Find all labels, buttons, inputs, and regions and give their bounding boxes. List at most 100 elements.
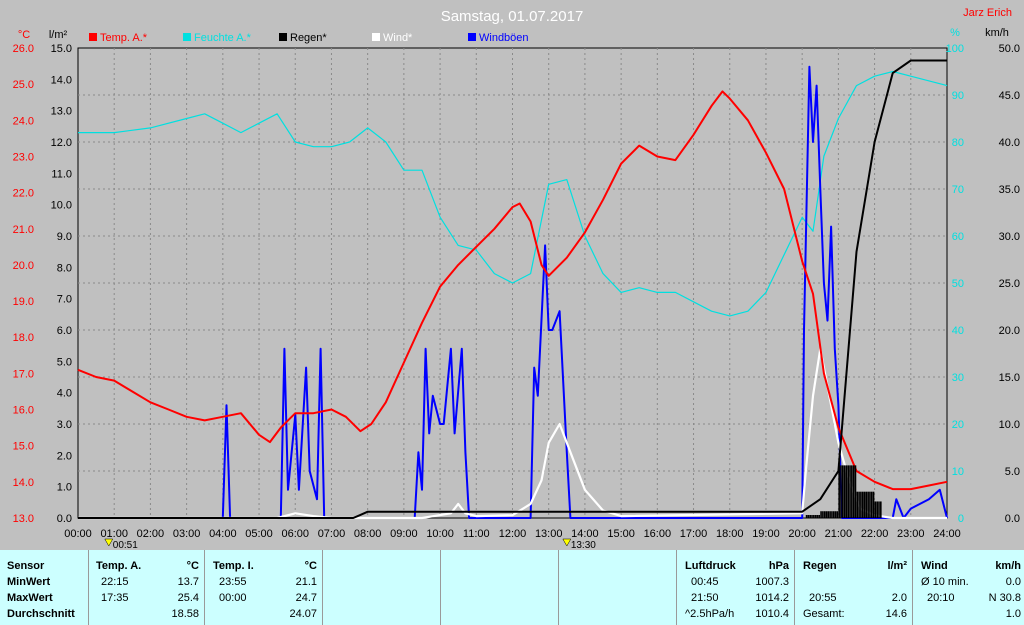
rain-bar <box>854 465 857 518</box>
rain-bar <box>852 465 855 518</box>
rain-total-value: 14.6 <box>885 608 907 620</box>
temp-a-max-time: 17:35 <box>101 592 129 604</box>
legend-swatch <box>279 33 287 41</box>
rain-bar <box>814 514 817 518</box>
time-tick-label: 07:00 <box>318 528 346 540</box>
wind-unit-label: km/h <box>985 27 1009 39</box>
wind-tick-label: 10.0 <box>999 419 1020 431</box>
temp-a-min-value: 13.7 <box>177 576 199 588</box>
time-tick-label: 08:00 <box>354 528 382 540</box>
tick-labels: 13.0 14.0 15.0 16.0 17.0 18.0 19.0 20.0 21.0 22.0… <box>13 43 1020 540</box>
humidity-tick-label: 100 <box>946 43 964 55</box>
humidity-unit-label: % <box>950 27 960 39</box>
rain-bar <box>825 511 828 518</box>
time-tick-label: 22:00 <box>861 528 889 540</box>
temp-i-title: Temp. I. <box>213 560 254 572</box>
rain-bar <box>861 491 864 518</box>
time-tick-label: 21:00 <box>825 528 853 540</box>
rain-bar <box>818 514 821 518</box>
gust-line <box>78 65 948 519</box>
marker-label: 13:30 <box>571 540 596 550</box>
rain-title: Regen <box>803 560 837 572</box>
time-tick-label: 03:00 <box>173 528 201 540</box>
empty-column-1 <box>322 550 441 625</box>
wind-title: Wind <box>921 560 948 572</box>
humidity-tick-label: 50 <box>952 278 964 290</box>
legend-swatch <box>468 33 476 41</box>
marker-icon <box>562 538 572 547</box>
humidity-tick-label: 40 <box>952 325 964 337</box>
rain-bar <box>805 514 808 518</box>
rain-bar <box>865 491 868 518</box>
temp-i-column: Temp. I. °C 23:55 21.1 00:00 24.7 24.07 <box>204 550 323 625</box>
temp-tick-label: 18.0 <box>13 332 34 344</box>
temp-tick-label: 26.0 <box>13 43 34 55</box>
sensor-column: Sensor MinWert MaxWert Durchschnitt <box>0 550 88 625</box>
axis-unit-labels: °C l/m²% km/h <box>18 27 1009 41</box>
legend-swatch <box>89 33 97 41</box>
temp-tick-label: 23.0 <box>13 151 34 163</box>
temp-tick-label: 13.0 <box>13 513 34 525</box>
wind-avg10-label: Ø 10 min. <box>921 576 969 588</box>
time-tick-label: 18:00 <box>716 528 744 540</box>
wind-tick-label: 0.0 <box>1005 513 1020 525</box>
rain-tick-label: 6.0 <box>57 325 72 337</box>
time-tick-label: 00:00 <box>64 528 92 540</box>
time-tick-label: 13:00 <box>535 528 563 540</box>
time-tick-label: 16:00 <box>644 528 672 540</box>
time-tick-label: 19:00 <box>752 528 780 540</box>
rain-tick-label: 3.0 <box>57 419 72 431</box>
time-tick-label: 06:00 <box>281 528 309 540</box>
temp-a-unit: °C <box>186 560 199 572</box>
time-tick-label: 09:00 <box>390 528 418 540</box>
pressure-unit: hPa <box>768 560 789 572</box>
empty-column-3 <box>558 550 677 625</box>
rain-bar <box>811 514 813 518</box>
rain-unit: l/m² <box>887 560 907 572</box>
rain-tick-label: 11.0 <box>51 168 72 180</box>
temp-tick-label: 22.0 <box>13 188 34 200</box>
temp-tick-label: 21.0 <box>13 224 34 236</box>
pressure-min-time: 00:45 <box>691 576 719 588</box>
rain-tick-label: 0.0 <box>57 513 72 525</box>
series-lines <box>77 59 948 520</box>
wind-tick-label: 40.0 <box>999 137 1020 149</box>
rain-bar <box>836 511 839 518</box>
humidity-tick-label: 70 <box>952 184 964 196</box>
wind-tick-label: 30.0 <box>999 231 1020 243</box>
temp-i-min-time: 23:55 <box>219 576 247 588</box>
temp-a-title: Temp. A. <box>96 560 142 572</box>
wind-unit: km/h <box>995 560 1021 572</box>
marker-label: 00:51 <box>113 540 138 550</box>
rain-tick-label: 13.0 <box>51 106 72 118</box>
humidity-tick-label: 0 <box>958 513 964 525</box>
time-tick-label: 20:00 <box>788 528 816 540</box>
humidity-tick-label: 80 <box>952 137 964 149</box>
rain-bar <box>838 465 840 518</box>
rain-bar <box>872 491 875 518</box>
rain-bar <box>823 511 826 518</box>
rain-unit-label: l/m² <box>49 29 68 41</box>
time-tick-label: 24:00 <box>933 528 961 540</box>
rain-total-label: Gesamt: <box>803 608 845 620</box>
legend-label: Regen* <box>290 32 327 44</box>
temp-i-avg-value: 24.07 <box>289 608 317 620</box>
temp-tick-label: 19.0 <box>13 296 34 308</box>
temp-tick-label: 24.0 <box>13 115 34 127</box>
rain-column: Regen l/m² 20:55 2.0 Gesamt: 14.6 <box>794 550 913 625</box>
rain-max-value: 2.0 <box>891 592 907 604</box>
temp-a-max-value: 25.4 <box>177 592 199 604</box>
rain-bar <box>841 465 844 518</box>
rain-bar <box>807 514 810 518</box>
chart-title: Samstag, 01.07.2017 <box>441 8 584 25</box>
chart-credit: Jarz Erich <box>963 7 1012 19</box>
time-tick-label: 04:00 <box>209 528 237 540</box>
rain-tick-label: 8.0 <box>57 262 72 274</box>
humidity-tick-label: 20 <box>952 419 964 431</box>
pressure-min-value: 1007.3 <box>755 576 789 588</box>
time-tick-label: 23:00 <box>897 528 925 540</box>
rain-bar <box>820 511 822 518</box>
rain-tick-label: 15.0 <box>51 43 72 55</box>
temp-a-min-time: 22:15 <box>101 576 129 588</box>
wind-max-value: N 30.8 <box>988 592 1021 604</box>
